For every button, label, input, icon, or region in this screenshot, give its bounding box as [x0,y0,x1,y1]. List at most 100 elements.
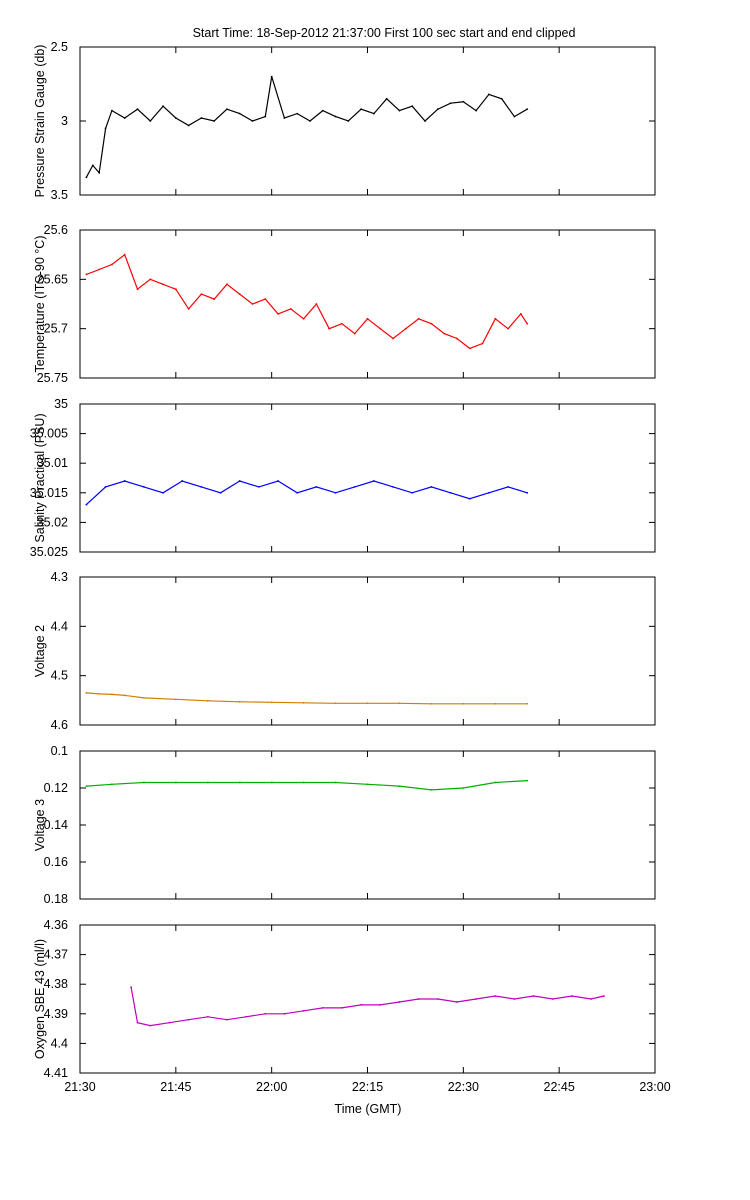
data-point [398,702,401,705]
data-point [187,308,190,310]
data-point [302,781,305,784]
data-point [404,327,407,330]
series-line-salinity [85,480,528,506]
y-axis-label: Voltage 2 [33,625,47,677]
data-point [430,788,433,791]
data-point [372,480,375,482]
data-point [385,97,388,100]
data-point [347,120,350,122]
y-tick-label: 4.6 [51,718,68,732]
data-point [98,171,101,174]
data-point [111,109,113,112]
data-point [571,995,573,997]
series-line-voltage3 [86,780,528,791]
data-point [468,497,471,500]
panel-frame [79,750,656,900]
data-point [424,120,426,122]
y-tick-label: 35 [54,397,68,411]
data-point [111,783,113,786]
data-point [341,1006,343,1009]
data-point [187,1018,190,1021]
data-point [296,491,299,494]
data-point [487,93,490,96]
data-point [98,693,101,695]
data-point [315,303,318,305]
data-point [238,293,241,296]
data-point [398,1001,401,1003]
y-tick-label: 4.38 [44,977,68,991]
data-point [315,485,318,488]
data-point [436,998,439,1000]
data-point [449,102,452,105]
data-point [302,317,305,320]
panel-salinity: 35 35.005 35.01 35.015 35.02 35.025 Salinity P… [30,397,656,559]
data-point [264,298,267,300]
y-tick-label: 4.5 [51,669,68,683]
data-point [411,491,414,494]
y-tick-label: 4.41 [44,1066,68,1080]
data-point [245,1015,248,1018]
data-point [417,998,420,1000]
data-point [200,293,203,296]
x-tick-label: 22:45 [544,1080,575,1094]
data-point [111,693,113,696]
data-point [136,108,139,111]
y-tick-label: 35.01 [37,456,68,470]
y-tick-label: 0.12 [44,781,68,795]
data-point [392,337,394,340]
y-tick-label: 4.3 [51,570,68,584]
data-point [283,1012,286,1015]
data-point [85,273,88,276]
y-tick-label: 0.16 [44,855,68,869]
data-point [149,120,152,122]
y-tick-label: 4.37 [44,948,68,962]
data-point [411,105,414,108]
data-point [468,347,471,350]
data-point [321,109,324,112]
data-point [264,1012,267,1015]
data-point [226,108,228,111]
data-point [462,100,465,103]
data-point [513,998,516,1000]
data-point [85,692,88,694]
x-tick-label: 22:00 [256,1080,287,1094]
data-point [85,785,88,788]
data-point [366,317,369,320]
data-point [98,268,101,271]
data-point [507,327,509,330]
y-axis-label: Pressure Strain Gauge (db) [33,45,47,198]
data-point [379,327,382,330]
series-line-voltage2 [86,692,528,705]
data-point [142,781,145,784]
data-point [130,986,133,989]
data-point [257,485,260,488]
data-point [168,1021,171,1024]
y-tick-label: 4.36 [44,918,68,932]
data-point [174,288,177,291]
data-point [430,485,433,488]
data-point [206,1015,209,1018]
data-point [238,700,241,703]
data-point [264,115,267,118]
data-point [494,995,497,997]
y-tick-label: 25.75 [37,371,68,385]
y-axis-label: Oxygen SBE 43 (ml/l) [33,939,47,1059]
data-point [200,485,203,488]
data-point [206,699,209,702]
panel-voltage3: 0.1 0.12 0.14 0.16 0.18 Voltage 3 [33,744,656,906]
data-point [487,491,490,494]
data-point [226,283,228,286]
y-tick-label: 35.025 [30,545,68,559]
x-tick-label: 21:30 [64,1080,95,1094]
data-point [206,781,209,784]
panel-frame [79,46,656,196]
data-point [181,480,184,482]
data-point [353,485,356,488]
data-point [334,702,337,705]
data-point [238,781,241,784]
data-point [111,263,113,266]
y-tick-label: 25.65 [37,272,68,286]
y-tick-label: 4.4 [51,619,68,633]
